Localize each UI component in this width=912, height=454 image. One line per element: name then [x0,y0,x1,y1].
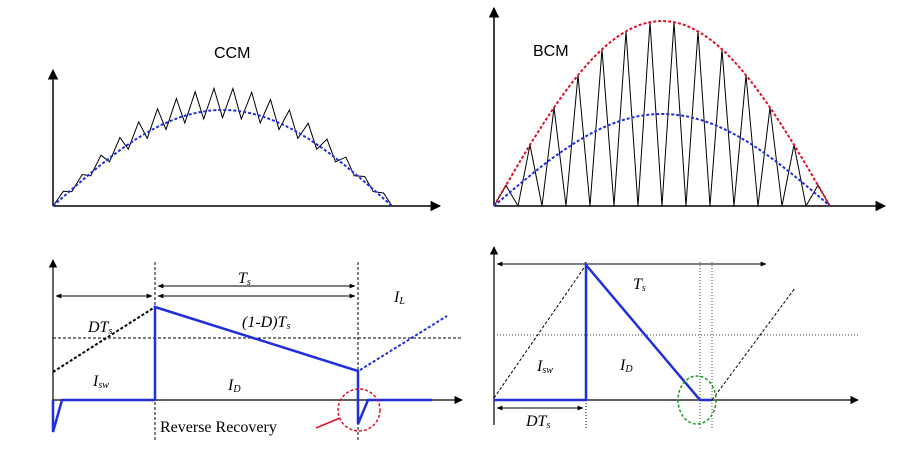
ccm-diode-current-waveform [153,305,360,400]
bcm-inductor-next-rise [711,287,796,401]
ccm-inductor-current-label: IL [393,289,405,307]
ccm-diode-current-label: ID [227,377,241,395]
ccm-reverse-recovery-spike [356,398,432,425]
ccm-detail-panel: Ts DTs (1-D)Ts IL Isw ID Reverse Recover… [48,259,463,440]
bcm-current-waveform [494,261,712,402]
ccm-title: CCM [214,45,250,62]
ccm-on-time-label: DTs [87,319,112,337]
ccm-off-time-label: (1-D)Ts [242,314,290,332]
bcm-inductor-rise [493,264,587,399]
ccm-reverse-recovery-circle [337,388,381,432]
bcm-detail-panel: Ts Isw ID DTs [489,246,859,431]
bcm-average-current-envelope [493,113,831,207]
bcm-period-label: Ts [633,276,646,294]
bcm-zero-current-marker [677,375,717,425]
ccm-ripple-current-waveform [52,86,393,207]
ccm-switch-current-waveform [51,398,155,433]
ccm-inductor-next-rise [359,315,448,371]
ccm-envelope-panel: CCM [47,45,442,212]
ccm-inductor-rise [52,306,156,373]
ccm-reverse-recovery-pointer [315,417,341,429]
bcm-diode-current-label: ID [619,357,633,375]
bcm-title: BCM [533,43,569,60]
bcm-switch-current-label: Isw [536,358,553,376]
bcm-on-time-label: DTs [525,413,550,431]
ccm-reverse-recovery-label: Reverse Recovery [160,419,277,436]
ccm-switch-current-label: Isw [92,373,109,391]
ccm-period-label: Ts [238,270,251,288]
bcm-triangular-current-waveform [493,22,831,208]
bcm-envelope-panel: BCM [488,6,887,212]
